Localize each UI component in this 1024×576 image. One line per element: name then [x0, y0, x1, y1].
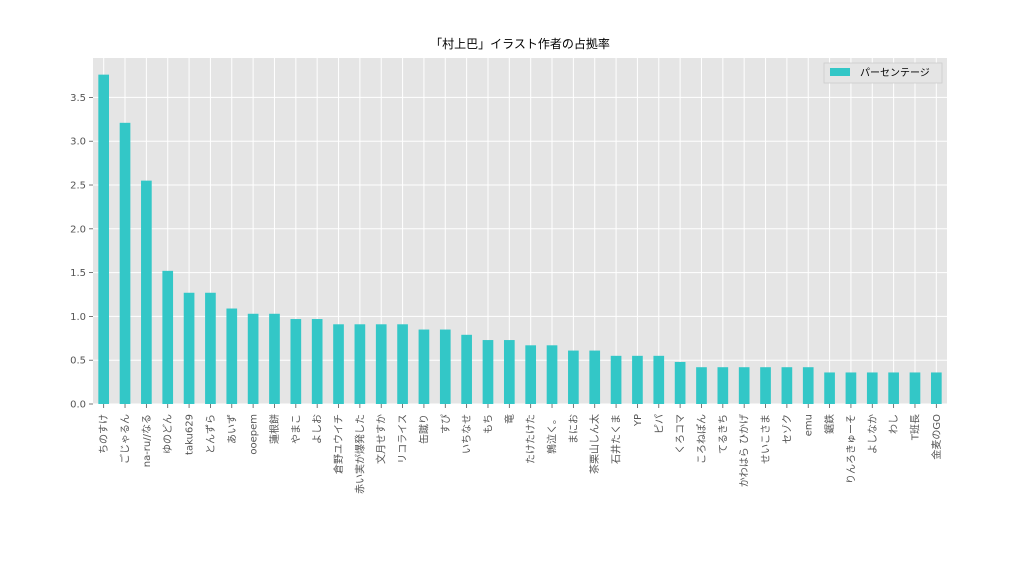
x-tick-label: やまこ [290, 414, 302, 444]
bar [717, 367, 729, 404]
x-tick-label: りんろきゅーそ [845, 414, 857, 484]
bar [333, 324, 344, 404]
bar [119, 122, 131, 404]
bar [653, 355, 665, 404]
x-tick-label: 竜 [503, 414, 516, 424]
bar [205, 292, 216, 404]
bar [610, 355, 622, 404]
bar [439, 329, 451, 404]
y-tick-label: 3.0 [70, 137, 86, 148]
bar [674, 361, 686, 404]
x-tick-label: リコライス [397, 414, 409, 464]
x-tick-label: ころねぽん [696, 414, 708, 464]
x-tick-label: くろコマ [676, 414, 687, 454]
x-tick-label: taku629 [185, 414, 196, 455]
bar [247, 313, 259, 404]
x-tick-label: わし [888, 414, 900, 434]
bar [461, 334, 472, 404]
x-axis-ticks: ちのすけ ごじゃるん na-ru//なる ゆのどん taku629 とんずら あいず ooep… [98, 404, 943, 494]
chart-title: 「村上巴」イラスト作者の占拠率 [430, 36, 610, 51]
x-tick-label: YP [633, 414, 644, 427]
bar [930, 372, 942, 404]
bar [269, 313, 280, 404]
y-tick-label: 2.5 [70, 181, 86, 192]
bar [866, 372, 878, 404]
x-tick-label: T班長 [909, 414, 921, 441]
bar [802, 367, 814, 404]
x-tick-label: せいこさま [760, 414, 772, 464]
bar [589, 350, 601, 404]
bar [632, 355, 643, 404]
bar [354, 324, 366, 404]
bar [311, 319, 323, 404]
x-tick-label: 蓮根餅 [268, 414, 281, 444]
y-tick-label: 0.0 [70, 400, 86, 411]
bar [760, 367, 771, 404]
bar [525, 345, 537, 404]
bar [781, 367, 793, 404]
x-tick-label: ごじゃるん [119, 414, 132, 464]
bar [503, 340, 515, 404]
x-tick-label: 鶉泣く。 [546, 414, 559, 454]
plot-background [93, 58, 947, 404]
x-tick-label: ゆのどん [162, 414, 174, 454]
x-tick-label: 石井たくま [610, 414, 623, 464]
bar [162, 270, 174, 404]
bar [824, 372, 835, 404]
y-tick-label: 0.5 [70, 356, 86, 367]
bar [482, 340, 494, 404]
x-tick-label: na-ru//なる [141, 414, 153, 467]
bar [909, 372, 921, 404]
bar [738, 367, 750, 404]
y-tick-label: 3.5 [70, 93, 86, 104]
bar [888, 372, 899, 404]
bar [397, 324, 408, 404]
legend: パーセンテージ [823, 62, 943, 84]
bar [98, 74, 110, 404]
y-axis-ticks: 0.0 0.5 1.0 1.5 2.0 2.5 3.0 3.5 [70, 93, 93, 411]
x-tick-label: 倉野ユウイチ [332, 414, 345, 474]
bar [375, 324, 387, 404]
bar [696, 367, 707, 404]
bar [290, 319, 302, 404]
bar [845, 372, 857, 404]
bars [98, 74, 942, 404]
x-tick-label: たけたけた [525, 414, 537, 464]
x-tick-label: 鋸鉄 [823, 414, 836, 434]
legend-box [823, 62, 943, 84]
y-tick-label: 1.5 [70, 268, 86, 279]
bar [183, 292, 195, 404]
x-tick-label: もち [482, 414, 494, 434]
x-tick-label: 文月せすか [375, 414, 388, 464]
legend-label: パーセンテージ [860, 67, 930, 79]
x-tick-label: すぴ [440, 414, 452, 434]
x-tick-label: よしお [312, 414, 324, 444]
x-tick-label: てるきち [717, 414, 729, 454]
bar [141, 180, 152, 404]
x-tick-label: 茶栗山しん太 [588, 414, 601, 474]
x-tick-label: セゾク [781, 414, 793, 444]
x-tick-label: よしなか [867, 414, 879, 454]
legend-swatch [830, 68, 850, 76]
x-tick-label: かわはら ひかげ [739, 414, 751, 487]
x-tick-label: ちのすけ [98, 414, 110, 454]
y-tick-label: 2.0 [70, 224, 86, 235]
x-tick-label: 金麦のGO [930, 414, 943, 460]
x-tick-label: ooepem [249, 414, 260, 455]
x-tick-label: 缶蹴り [417, 414, 430, 444]
bar [546, 345, 558, 404]
y-tick-label: 1.0 [70, 312, 86, 323]
x-tick-label: ピパ [653, 414, 665, 434]
bar [226, 308, 238, 404]
bar [418, 329, 430, 404]
x-tick-label: まにお [568, 414, 580, 444]
bar [568, 350, 579, 404]
x-tick-label: 赤い実が爆発した [353, 414, 366, 494]
x-tick-label: emu [804, 414, 815, 436]
x-tick-label: いちなせ [461, 414, 473, 454]
x-tick-label: あいず [226, 414, 238, 444]
x-tick-label: とんずら [205, 414, 217, 454]
